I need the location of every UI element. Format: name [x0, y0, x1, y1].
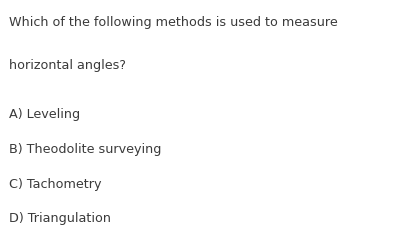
Text: Which of the following methods is used to measure: Which of the following methods is used t…: [9, 16, 338, 29]
Text: A) Leveling: A) Leveling: [9, 108, 80, 121]
Text: C) Tachometry: C) Tachometry: [9, 178, 102, 191]
Text: horizontal angles?: horizontal angles?: [9, 59, 126, 72]
Text: B) Theodolite surveying: B) Theodolite surveying: [9, 143, 162, 156]
Text: D) Triangulation: D) Triangulation: [9, 212, 111, 225]
